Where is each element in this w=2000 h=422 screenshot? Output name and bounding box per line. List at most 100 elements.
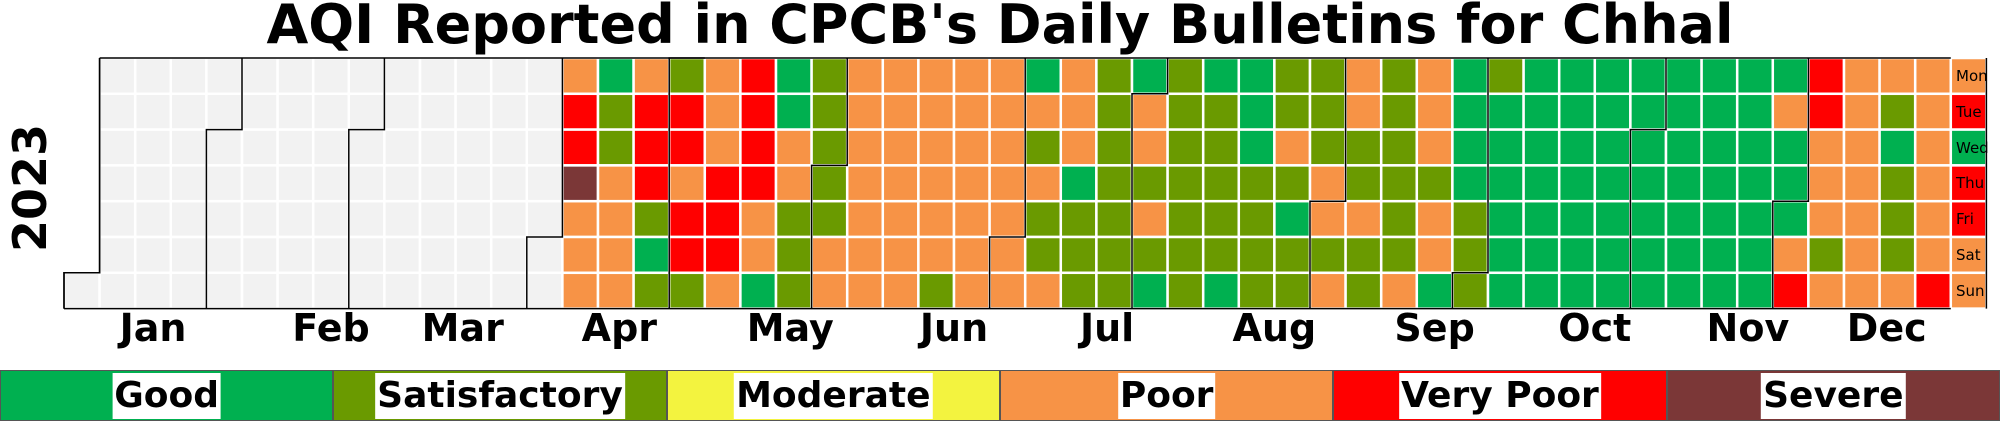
heatmap-cell — [1593, 235, 1632, 275]
heatmap-cell — [703, 271, 742, 310]
month-label: Jul — [1079, 306, 1135, 350]
heatmap-cell — [383, 199, 422, 239]
heatmap-cell — [1237, 56, 1276, 96]
heatmap-cell — [1130, 128, 1169, 167]
heatmap-cell — [1130, 271, 1169, 310]
heatmap-cell — [1486, 271, 1525, 310]
heatmap-cell — [1771, 271, 1810, 310]
heatmap-cell — [703, 235, 742, 275]
heatmap-cell — [1273, 128, 1312, 167]
heatmap-cell — [1308, 164, 1347, 203]
heatmap-cell — [845, 92, 885, 131]
legend-label: Poor — [1117, 372, 1216, 419]
month-label: Oct — [1558, 306, 1632, 350]
heatmap-cell — [525, 92, 564, 131]
heatmap-cell — [1201, 271, 1241, 310]
heatmap-cell — [988, 56, 1027, 96]
month-label: May — [746, 306, 834, 350]
heatmap-cell — [667, 56, 707, 96]
heatmap-cell — [1664, 92, 1703, 131]
heatmap-cell — [1878, 235, 1917, 275]
month-label: Dec — [1846, 306, 1927, 350]
weekday-label: Mon — [1956, 66, 1988, 85]
month-boundary — [205, 58, 243, 309]
heatmap-cell — [1735, 199, 1775, 239]
heatmap-cell — [1700, 56, 1739, 96]
heatmap-cell — [1771, 56, 1810, 96]
heatmap-cell — [703, 92, 742, 131]
legend-label: Good — [112, 372, 222, 419]
heatmap-cell — [1237, 92, 1276, 131]
heatmap-cell — [1059, 56, 1098, 96]
heatmap-cell — [1237, 164, 1276, 203]
heatmap-cell — [418, 164, 457, 203]
heatmap-cell — [1308, 92, 1347, 131]
heatmap-cell — [1664, 128, 1703, 167]
heatmap-cell — [881, 164, 920, 203]
heatmap-cell — [525, 271, 564, 310]
heatmap-cell — [1023, 164, 1063, 203]
heatmap-cell — [917, 235, 956, 275]
heatmap-cell — [1415, 164, 1454, 203]
heatmap-cell — [1379, 164, 1419, 203]
heatmap-cell — [525, 128, 564, 167]
heatmap-cell — [596, 92, 635, 131]
heatmap-cell — [311, 56, 351, 96]
heatmap-cell — [917, 128, 956, 167]
heatmap-cell — [988, 199, 1027, 239]
heatmap-cell — [1878, 164, 1917, 203]
heatmap-cell — [632, 92, 671, 131]
heatmap-cell — [418, 199, 457, 239]
heatmap-cell — [917, 271, 956, 310]
heatmap-cell — [810, 164, 849, 203]
heatmap-cell — [347, 199, 386, 239]
heatmap-cell — [383, 271, 422, 310]
heatmap-cell — [1593, 199, 1632, 239]
heatmap-cell — [454, 199, 493, 239]
month-label: Feb — [292, 306, 370, 350]
heatmap-cell — [881, 199, 920, 239]
heatmap-cell — [1095, 92, 1134, 131]
heatmap-cell — [418, 128, 457, 167]
heatmap-cell — [347, 164, 386, 203]
heatmap-cell — [1593, 164, 1632, 203]
heatmap-cell — [988, 92, 1027, 131]
legend-label: Very Poor — [1399, 372, 1601, 419]
heatmap-cell — [240, 235, 279, 275]
heatmap-cell — [1059, 164, 1098, 203]
heatmap-cell — [169, 199, 208, 239]
heatmap-cell — [311, 128, 351, 167]
heatmap-cell — [1522, 235, 1561, 275]
heatmap-cell — [1842, 235, 1881, 275]
heatmap-cell — [240, 128, 279, 167]
heatmap-cell — [1807, 92, 1846, 131]
heatmap-cell — [454, 164, 493, 203]
heatmap-cell — [881, 128, 920, 167]
heatmap-cell — [774, 235, 813, 275]
heatmap-cell — [1415, 128, 1454, 167]
heatmap-cell — [240, 56, 279, 96]
heatmap-cell — [667, 235, 707, 275]
heatmap-cell — [1415, 199, 1454, 239]
heatmap-cell — [596, 199, 635, 239]
heatmap-cell — [454, 235, 493, 275]
heatmap-cell — [703, 164, 742, 203]
heatmap-cell — [1807, 164, 1846, 203]
heatmap-cell — [1201, 235, 1241, 275]
heatmap-cell — [810, 271, 849, 310]
heatmap-cell — [561, 56, 600, 96]
heatmap-cell — [1451, 271, 1490, 310]
heatmap-cell — [739, 271, 778, 310]
heatmap-cell — [1700, 235, 1739, 275]
heatmap-cell — [1095, 199, 1134, 239]
heatmap-cell — [988, 235, 1027, 275]
heatmap-cell — [1486, 128, 1525, 167]
heatmap-cell — [1059, 128, 1098, 167]
month-label: Jan — [119, 306, 187, 350]
heatmap-cell — [1913, 199, 1953, 239]
heatmap-cell — [774, 271, 813, 310]
heatmap-cell — [561, 92, 600, 131]
heatmap-cell — [1451, 128, 1490, 167]
heatmap-cell — [133, 56, 173, 96]
heatmap-cell — [169, 92, 208, 131]
